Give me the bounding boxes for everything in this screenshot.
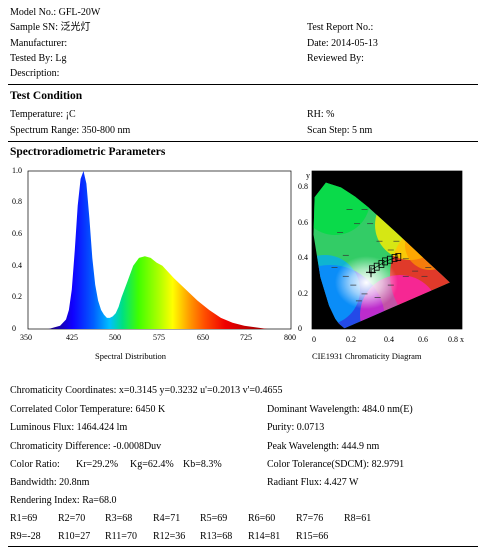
radiant-flux: Radiant Flux: 4.427 W [267,477,359,488]
chromaticity-coordinates: Chromaticity Coordinates: x=0.3145 y=0.3… [10,385,283,396]
cie-planckian-locus [394,256,399,259]
divider [8,84,478,85]
temperature: Temperature: ¡C [10,109,76,120]
spec-y-tick: 0.4 [12,261,22,270]
color-ratio-label: Color Ratio: [10,459,60,470]
test-condition-title: Test Condition [10,90,83,102]
cie-planckian-box [395,253,402,261]
cie-planckian-box [391,253,398,262]
spec-x-tick: 350 [20,333,32,342]
rendering-index: Rendering Index: Ra=68.0 [10,495,117,506]
cie-planckian-box [378,260,385,268]
r-value: R11=70 [105,531,137,542]
color-tolerance: Color Tolerance(SDCM): 82.9791 [267,459,405,470]
spec-y-tick: 0.6 [12,229,22,238]
cie-x-tick: 0.2 [346,335,356,344]
spec-y-tick: 0.2 [12,292,22,301]
cie-planckian-locus [389,257,395,261]
r-value: R2=70 [58,513,86,524]
cie-x-tick: 0.8 x [448,335,464,344]
description: Description: [10,68,60,79]
r-value: R15=66 [296,531,329,542]
cie-planckian-locus [384,259,390,262]
sample-sn: Sample SN: 泛光灯 [10,22,91,33]
divider [8,141,478,142]
spec-x-tick: 500 [109,333,121,342]
cie-y-tick: 0 [298,324,302,333]
divider [8,546,478,547]
cie-y-tick: 0.4 [298,253,308,262]
r-value: R1=69 [10,513,38,524]
spec-x-tick: 650 [197,333,209,342]
spec-x-tick: 800 [284,333,296,342]
cie-planckian-locus [376,263,382,268]
purity: Purity: 0.0713 [267,422,325,433]
cie-y-tick: 0.6 [298,218,308,227]
r-value: R10=27 [58,531,91,542]
r-value: R8=61 [344,513,372,524]
cie-y-tick: 0.2 [298,289,308,298]
cie-x-tick: 0 [312,335,316,344]
spec-x-tick: 425 [66,333,78,342]
cie-x-tick: 0.6 [418,335,428,344]
cie-caption: CIE1931 Chromaticity Diagram [312,351,422,361]
spectro-title: Spectroradiometric Parameters [10,146,166,158]
r-value: R12=36 [153,531,186,542]
spectrum-caption: Spectral Distribution [95,351,167,361]
color-ratio-kb: Kb=8.3% [183,459,222,470]
r-value: R14=81 [248,531,281,542]
cie-y-axis-label: y [306,171,310,180]
correlated-color-temperature: Correlated Color Temperature: 6450 K [10,404,166,415]
r-value: R9=-28 [10,531,41,542]
reviewed-by: Reviewed By: [307,53,364,64]
tested-by: Tested By: Lg [10,53,67,64]
manufacturer: Manufacturer: [10,38,68,49]
date: Date: 2014-05-13 [307,38,378,49]
cie-y-tick: 0.8 [298,182,308,191]
r-value: R13=68 [200,531,233,542]
cie-planckian-locus [381,261,386,265]
spec-x-tick: 725 [240,333,252,342]
luminous-flux: Luminous Flux: 1464.424 lm [10,422,128,433]
r-value: R7=76 [296,513,324,524]
spectrum-range: Spectrum Range: 350-800 nm [10,125,131,136]
scan-step: Scan Step: 5 nm [307,125,373,136]
peak-wavelength: Peak Wavelength: 444.9 nm [267,441,380,452]
color-ratio-kr: Kr=29.2% [76,459,119,470]
color-ratio-kg: Kg=62.4% [130,459,174,470]
spec-y-tick: 0.8 [12,197,22,206]
r-value: R4=71 [153,513,181,524]
cie-planckian-locus [371,266,377,270]
spec-x-tick: 575 [153,333,165,342]
spec-y-tick: 0 [12,324,16,333]
cie-x-tick: 0.4 [384,335,394,344]
test-report-no: Test Report No.: [307,22,374,33]
bandwidth: Bandwidth: 20.8nm [10,477,90,488]
r-value: R5=69 [200,513,228,524]
dominant-wavelength: Dominant Wavelength: 484.0 nm(E) [267,404,413,415]
r-value: R3=68 [105,513,133,524]
r-value: R6=60 [248,513,276,524]
spectrum-area [48,171,268,329]
model-no: Model No.: GFL-20W [10,7,101,18]
spec-y-tick: 1.0 [12,166,22,175]
rh: RH: % [307,109,335,120]
chromaticity-difference: Chromaticity Difference: -0.0008Duv [10,441,162,452]
